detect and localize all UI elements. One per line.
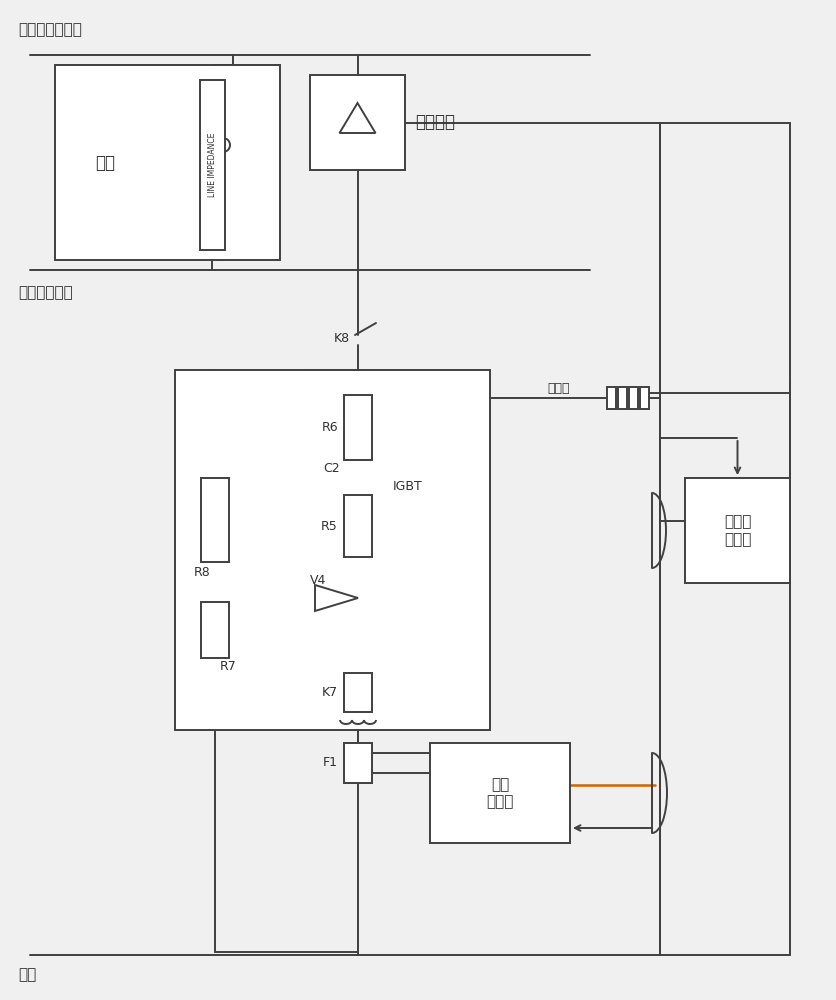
Text: 大地: 大地	[18, 968, 36, 982]
Text: 列车: 列车	[95, 154, 115, 172]
Text: R6: R6	[321, 421, 338, 434]
Text: V4: V4	[309, 574, 326, 586]
Text: LINE IMPEDANCE: LINE IMPEDANCE	[208, 133, 217, 197]
Text: IGBT: IGBT	[393, 481, 422, 493]
Text: 分流器: 分流器	[547, 381, 569, 394]
Text: R5: R5	[321, 520, 338, 532]
Bar	[430, 743, 569, 843]
Text: C2: C2	[323, 462, 339, 475]
Text: R7: R7	[220, 660, 237, 672]
Bar	[344, 743, 371, 783]
Bar	[617, 387, 626, 409]
Text: 小型
控制器: 小型 控制器	[486, 777, 513, 809]
Text: K8: K8	[334, 332, 349, 344]
Bar	[55, 65, 280, 260]
Bar	[344, 495, 371, 557]
Text: K7: K7	[322, 686, 338, 699]
Bar	[684, 478, 789, 583]
Bar	[606, 387, 615, 409]
Bar	[344, 395, 371, 460]
Bar	[201, 602, 229, 658]
Bar	[201, 478, 229, 562]
Text: R8: R8	[194, 566, 211, 578]
Text: 框架监
控系统: 框架监 控系统	[723, 514, 750, 547]
Bar	[175, 370, 489, 730]
Bar	[344, 673, 371, 712]
Bar	[200, 80, 225, 250]
Text: 接触网（正极）: 接触网（正极）	[18, 22, 82, 37]
Text: 钢轨（负极）: 钢轨（负极）	[18, 286, 73, 300]
Bar	[640, 387, 648, 409]
Text: 直流设备: 直流设备	[415, 113, 455, 131]
Text: F1: F1	[323, 756, 338, 770]
Bar	[628, 387, 637, 409]
Bar	[309, 75, 405, 170]
